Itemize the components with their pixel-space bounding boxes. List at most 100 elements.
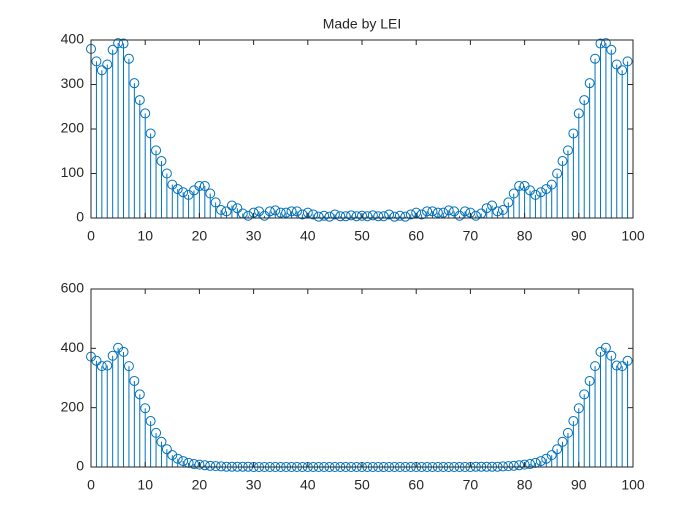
stem-marker xyxy=(497,204,508,215)
stem-marker xyxy=(194,180,205,191)
stem-marker xyxy=(199,180,210,191)
stem-marker xyxy=(156,156,167,167)
stem-marker xyxy=(617,361,628,372)
stem-marker xyxy=(611,59,622,70)
stem-marker xyxy=(91,56,102,67)
stem-marker xyxy=(416,209,427,220)
stem-marker xyxy=(606,350,617,361)
x-tick-label: 20 xyxy=(192,477,208,493)
stem-marker xyxy=(96,65,107,76)
y-tick-label: 100 xyxy=(61,164,85,180)
stem-marker xyxy=(346,210,357,221)
stem-marker xyxy=(487,200,498,211)
x-tick-label: 100 xyxy=(621,477,645,493)
stem-marker xyxy=(226,200,237,211)
y-tick-label: 300 xyxy=(61,75,85,91)
stem-marker xyxy=(590,361,601,372)
stem-marker xyxy=(156,436,167,447)
stem-marker xyxy=(573,108,584,119)
stem-marker xyxy=(340,211,351,222)
stem-marker xyxy=(210,461,221,472)
stem-marker xyxy=(568,416,579,427)
stem-marker xyxy=(308,209,319,220)
x-tick-label: 50 xyxy=(354,228,370,244)
stem-marker xyxy=(129,375,140,386)
stem-marker xyxy=(145,416,156,427)
stem-marker xyxy=(102,360,113,371)
stem-marker xyxy=(140,108,151,119)
x-tick-label: 30 xyxy=(246,477,262,493)
x-tick-label: 20 xyxy=(192,228,208,244)
stem-marker xyxy=(367,210,378,221)
stem-marker xyxy=(584,78,595,89)
stem-marker xyxy=(443,205,454,216)
y-tick-label: 400 xyxy=(61,31,85,47)
stem-marker xyxy=(600,342,611,353)
stem-marker xyxy=(584,375,595,386)
stem-marker xyxy=(508,188,519,199)
stem-marker xyxy=(205,460,216,471)
stem-marker xyxy=(281,207,292,218)
stem-marker xyxy=(546,450,557,461)
stem-marker xyxy=(373,211,384,222)
stem-marker xyxy=(221,206,232,217)
x-tick-label: 30 xyxy=(246,228,262,244)
stem-marker xyxy=(562,145,573,156)
stem-marker xyxy=(606,44,617,55)
stem-marker xyxy=(123,53,134,64)
stem-marker xyxy=(113,38,124,49)
stem-marker xyxy=(546,179,557,190)
stem-marker xyxy=(422,206,433,217)
stem-marker xyxy=(134,389,145,400)
stem-marker xyxy=(622,355,633,366)
stem-marker xyxy=(514,460,525,471)
x-tick-label: 0 xyxy=(87,477,95,493)
stem-marker xyxy=(357,210,367,221)
stem-marker xyxy=(573,403,584,414)
stem-marker xyxy=(470,210,481,221)
y-tick-label: 400 xyxy=(61,339,85,355)
stem-marker xyxy=(335,211,346,222)
stem-marker xyxy=(151,145,162,156)
stem-marker xyxy=(297,209,308,220)
stem-marker xyxy=(172,184,183,195)
x-tick-label: 60 xyxy=(408,477,424,493)
stem-marker xyxy=(394,210,405,221)
stem-marker xyxy=(194,459,205,470)
stem-marker xyxy=(579,95,590,106)
stem-marker xyxy=(579,389,590,400)
stem-marker xyxy=(405,209,416,220)
stem-marker xyxy=(329,209,340,220)
stem-marker xyxy=(459,206,470,217)
stem-marker xyxy=(118,38,129,49)
stem-marker xyxy=(216,204,227,215)
stem-marker xyxy=(508,460,519,471)
x-tick-label: 40 xyxy=(300,228,316,244)
y-tick-label: 600 xyxy=(61,280,85,296)
stem-marker xyxy=(243,210,254,221)
x-tick-label: 80 xyxy=(517,477,533,493)
x-tick-label: 50 xyxy=(354,477,370,493)
stem-marker xyxy=(178,456,189,467)
stem-marker xyxy=(552,444,563,455)
stem-marker xyxy=(535,187,546,198)
stem-marker xyxy=(123,361,134,372)
stem-marker xyxy=(541,453,552,464)
stem-marker xyxy=(378,211,389,222)
stem-marker xyxy=(151,427,162,438)
x-tick-label: 10 xyxy=(137,228,153,244)
stem-marker xyxy=(514,180,525,191)
stem-marker xyxy=(427,206,438,217)
stem-marker xyxy=(497,461,508,472)
stem-marker xyxy=(525,459,536,470)
x-tick-label: 10 xyxy=(137,477,153,493)
stem-marker xyxy=(291,206,302,217)
stem-marker xyxy=(351,211,362,222)
stem-marker xyxy=(232,203,243,214)
y-tick-label: 0 xyxy=(76,209,84,225)
stem-marker xyxy=(199,460,210,471)
stem-marker xyxy=(210,197,221,208)
stem-marker xyxy=(188,459,199,470)
stem-marker xyxy=(216,461,227,472)
